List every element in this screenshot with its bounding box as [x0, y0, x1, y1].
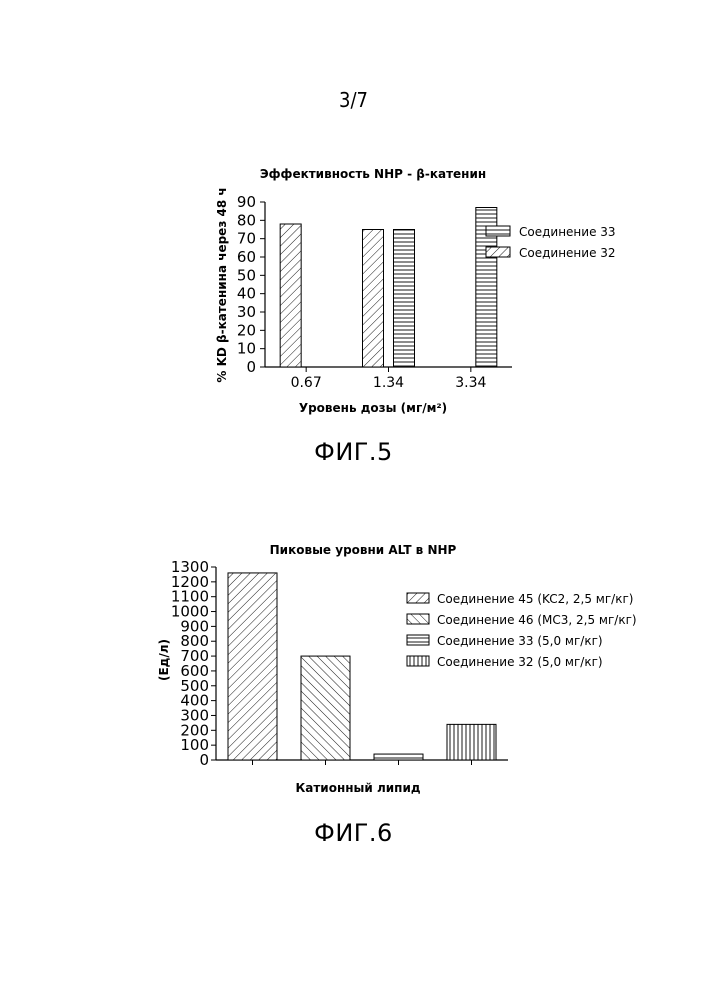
legend-swatch — [407, 593, 429, 603]
legend-label: Соединение 46 (MC3, 2,5 мг/кг) — [437, 613, 637, 627]
y-tick-label: 90 — [237, 193, 256, 211]
x-tick-label: 3.34 — [455, 375, 486, 391]
y-tick-label: 40 — [237, 285, 256, 303]
y-tick-label: 50 — [237, 266, 256, 284]
bar-series-4 — [447, 724, 496, 760]
chart-title: Эффективность NHP - β-катенин — [260, 167, 486, 181]
legend-swatch — [407, 656, 429, 666]
x-axis-label: Катионный липид — [295, 781, 420, 795]
bar-series-1 — [228, 573, 277, 760]
y-axis-label: % KD β-катенина через 48 ч — [215, 187, 229, 382]
legend-swatch — [407, 614, 429, 624]
bar-series-2 — [301, 656, 350, 760]
y-tick-label: 70 — [237, 230, 256, 248]
legend-swatch — [407, 635, 429, 645]
legend-label: Соединение 32 (5,0 мг/кг) — [437, 655, 603, 669]
legend-label: Соединение 33 — [519, 225, 616, 239]
legend-label: Соединение 33 (5,0 мг/кг) — [437, 634, 603, 648]
figure-6-label: ФИГ.6 — [0, 819, 707, 847]
bar-соединение-32-1.34 — [363, 230, 384, 368]
bar-series-3 — [374, 754, 423, 760]
chart-title: Пиковые уровни ALT в NHP — [270, 543, 457, 557]
legend-label: Соединение 32 — [519, 246, 616, 260]
y-tick-label: 80 — [237, 211, 256, 229]
y-tick-label: 1300 — [171, 558, 209, 576]
bar-соединение-32-0.67 — [280, 224, 301, 367]
y-tick-label: 60 — [237, 248, 256, 266]
bar-соединение-33-1.34 — [394, 230, 415, 368]
y-tick-label: 30 — [237, 303, 256, 321]
legend-label: Соединение 45 (KC2, 2,5 мг/кг) — [437, 592, 633, 606]
x-axis-label: Уровень дозы (мг/м²) — [299, 401, 447, 415]
x-tick-label: 1.34 — [373, 375, 404, 391]
x-tick-label: 0.67 — [291, 375, 322, 391]
legend-swatch — [486, 226, 510, 236]
figure-5-label: ФИГ.5 — [0, 438, 707, 466]
y-tick-label: 0 — [246, 358, 256, 376]
y-tick-label: 10 — [237, 340, 256, 358]
y-axis-label: (Ед/л) — [157, 639, 171, 681]
legend-swatch — [486, 247, 510, 257]
y-tick-label: 20 — [237, 321, 256, 339]
